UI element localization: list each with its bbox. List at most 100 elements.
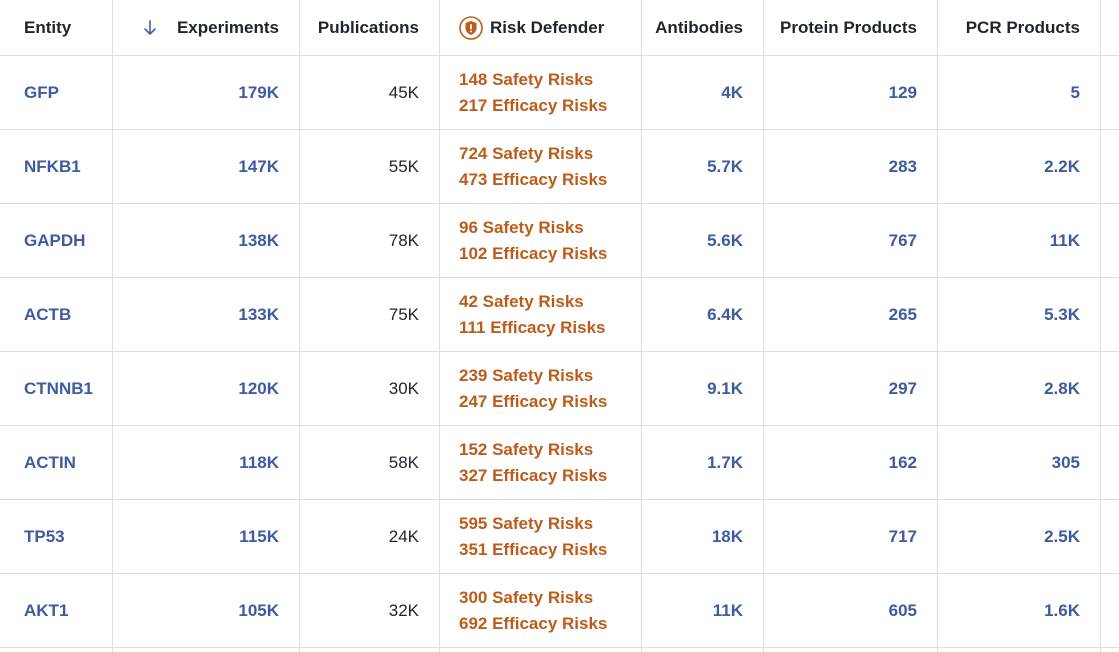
overflow-cell [1101,426,1119,499]
entity-cell[interactable]: ACTIN [0,426,113,499]
pcr-products-link[interactable]: 5.3K [1044,304,1080,324]
pcr-products-link[interactable]: 2.2K [1044,156,1080,176]
entity-link[interactable]: NFKB1 [24,156,81,176]
publications-cell: 78K [300,204,440,277]
antibodies-link[interactable]: 5.7K [707,156,743,176]
efficacy-risks-link[interactable]: 102 Efficacy Risks [459,243,608,263]
entity-link[interactable]: GFP [24,82,59,102]
table-row: CTNNB1 120K 30K 239 Safety Risks 247 Eff… [0,352,1119,426]
experiments-link[interactable]: 105K [238,600,279,620]
protein-products-link[interactable]: 605 [888,600,917,620]
pcr-products-link[interactable]: 1.6K [1044,600,1080,620]
safety-risks-link[interactable]: 595 Safety Risks [459,513,594,533]
column-header-experiments[interactable]: Experiments [113,0,300,55]
pcr-products-link[interactable]: 2.8K [1044,378,1080,398]
efficacy-risks-link[interactable]: 473 Efficacy Risks [459,169,608,189]
entity-cell[interactable]: GAPDH [0,204,113,277]
column-header-pcr-products-label: PCR Products [965,17,1080,37]
experiments-link[interactable]: 179K [238,82,279,102]
experiments-cell: 147K [113,130,300,203]
entity-link[interactable]: GAPDH [24,230,86,250]
antibodies-link[interactable]: 18K [711,526,743,546]
publications-cell: 45K [300,56,440,129]
experiments-link[interactable]: 147K [238,156,279,176]
column-header-experiments-label: Experiments [176,17,279,37]
efficacy-risks-link[interactable]: 351 Efficacy Risks [459,539,608,559]
efficacy-risks-link[interactable]: 692 Efficacy Risks [459,613,608,633]
experiments-cell: 179K [113,56,300,129]
pcr-products-link[interactable]: 5 [1070,82,1080,102]
entity-link[interactable]: TP53 [24,526,65,546]
entity-link[interactable]: CTNNB1 [24,378,93,398]
protein-products-link[interactable]: 767 [888,230,917,250]
protein-products-cell: 605 [764,574,938,647]
pcr-products-link[interactable]: 305 [1051,452,1080,472]
protein-products-link[interactable]: 265 [888,304,917,324]
overflow-cell [1101,574,1119,647]
safety-risks-link[interactable]: 42 Safety Risks [459,291,584,311]
efficacy-risks-link[interactable]: 111 Efficacy Risks [459,317,606,337]
arrow-down-icon[interactable] [143,19,157,36]
column-header-risk-defender[interactable]: Risk Defender [440,0,642,55]
publications-value: 78K [388,230,419,250]
efficacy-risks-link[interactable]: 327 Efficacy Risks [459,465,608,485]
entity-cell[interactable]: ACTB [0,278,113,351]
antibodies-link[interactable]: 11K [712,600,743,620]
antibodies-cell: 11K [642,574,764,647]
experiments-link[interactable]: 120K [238,378,279,398]
pcr-products-cell: 305 [938,426,1101,499]
safety-risks-link[interactable]: 724 Safety Risks [459,143,594,163]
overflow-cell [1101,204,1119,277]
protein-products-link[interactable]: 297 [888,378,917,398]
entity-link[interactable]: ACTB [24,304,72,324]
antibodies-link[interactable]: 4K [721,82,743,102]
protein-products-link[interactable]: 717 [888,526,917,546]
safety-risks-link[interactable]: 96 Safety Risks [459,217,584,237]
overflow-cell [1101,500,1119,573]
entity-cell[interactable]: NFKB1 [0,130,113,203]
entity-link[interactable]: ACTIN [24,452,76,472]
experiments-link[interactable]: 115K [239,526,279,546]
column-header-pcr-products[interactable]: PCR Products [938,0,1101,55]
efficacy-risks-link[interactable]: 217 Efficacy Risks [459,95,608,115]
antibodies-link[interactable]: 6.4K [707,304,743,324]
experiments-cell: 115K [113,500,300,573]
column-header-antibodies[interactable]: Antibodies [642,0,764,55]
column-header-protein-products-label: Protein Products [780,17,917,37]
pcr-products-link[interactable]: 11K [1049,230,1080,250]
entity-cell[interactable]: TP53 [0,500,113,573]
publications-cell: 58K [300,426,440,499]
pcr-products-cell: 5 [938,56,1101,129]
column-header-entity[interactable]: Entity [0,0,113,55]
entity-cell[interactable]: CTNNB1 [0,352,113,425]
shield-alert-icon [459,15,483,40]
risk-defender-cell: 595 Safety Risks 351 Efficacy Risks [440,500,642,573]
safety-risks-link[interactable]: 239 Safety Risks [459,365,594,385]
column-header-entity-label: Entity [24,17,72,37]
column-header-protein-products[interactable]: Protein Products [764,0,938,55]
column-header-publications[interactable]: Publications [300,0,440,55]
experiments-link[interactable]: 138K [238,230,279,250]
publications-cell: 24K [300,500,440,573]
efficacy-risks-link[interactable]: 247 Efficacy Risks [459,391,608,411]
entity-cell[interactable]: AKT1 [0,574,113,647]
safety-risks-link[interactable]: 300 Safety Risks [459,587,594,607]
protein-products-link[interactable]: 283 [888,156,917,176]
antibodies-link[interactable]: 1.7K [707,452,743,472]
table-row-partial [0,648,1119,652]
protein-products-link[interactable]: 162 [888,452,917,472]
antibodies-link[interactable]: 9.1K [707,378,743,398]
table-row: TP53 115K 24K 595 Safety Risks 351 Effic… [0,500,1119,574]
risk-defender-cell: 300 Safety Risks 692 Efficacy Risks [440,574,642,647]
column-header-overflow [1101,0,1119,55]
publications-value: 24K [388,526,419,546]
pcr-products-link[interactable]: 2.5K [1044,526,1080,546]
safety-risks-link[interactable]: 152 Safety Risks [459,439,594,459]
antibodies-link[interactable]: 5.6K [707,230,743,250]
entity-link[interactable]: AKT1 [24,600,69,620]
entity-cell[interactable]: GFP [0,56,113,129]
experiments-link[interactable]: 118K [239,452,279,472]
experiments-link[interactable]: 133K [238,304,279,324]
protein-products-link[interactable]: 129 [888,82,917,102]
safety-risks-link[interactable]: 148 Safety Risks [459,69,594,89]
